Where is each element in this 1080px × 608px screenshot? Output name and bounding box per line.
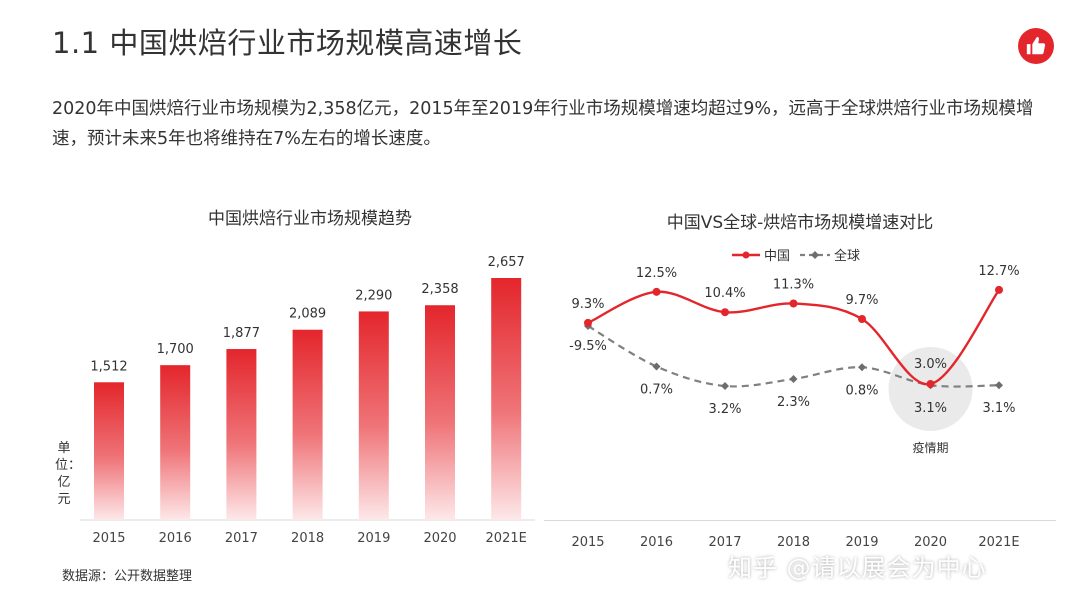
bar-2015	[94, 382, 124, 520]
bar-value-label: 1,700	[157, 342, 194, 357]
bar-x-tick-label: 2018	[291, 531, 324, 546]
bar-value-label: 1,877	[223, 326, 260, 341]
bar-2019	[358, 311, 389, 520]
bar-x-tick-label: 2019	[357, 531, 390, 546]
bar-chart-title: 中国烘焙行业市场规模趋势	[208, 209, 412, 229]
bar-2017	[226, 349, 257, 520]
bar-2016	[160, 365, 191, 520]
bar-2021E	[491, 278, 522, 520]
bar-2018	[292, 329, 323, 520]
line-x-axis	[544, 520, 1056, 521]
watermark: 知乎 @请以展会为中心	[728, 554, 987, 582]
page-title: 1.1 中国烘焙行业市场规模高速增长	[52, 26, 523, 60]
intro-paragraph: 2020年中国烘焙行业市场规模为2,358亿元，2015年至2019年行业市场规…	[52, 99, 1034, 149]
bar-value-label: 1,512	[90, 359, 127, 374]
bar-value-label: 2,089	[289, 307, 326, 322]
bar-x-tick-label: 2015	[92, 531, 125, 546]
bar-value-label: 2,290	[355, 288, 392, 303]
source-note: 数据源：公开数据整理	[62, 569, 193, 584]
bar-value-label: 2,657	[488, 255, 525, 270]
bar-x-tick-label: 2020	[423, 531, 456, 546]
bar-x-tick-label: 2021E	[486, 531, 527, 546]
bar-value-label: 2,358	[421, 282, 458, 297]
thumbs-up-icon	[1018, 28, 1054, 64]
line-chart-title: 中国VS全球-烘焙市场规模增速对比	[666, 213, 934, 233]
unit-label: 单位：亿元	[55, 441, 82, 507]
bar-x-tick-label: 2017	[225, 531, 258, 546]
bar-x-tick-label: 2016	[159, 531, 192, 546]
bar-2020	[425, 305, 455, 520]
